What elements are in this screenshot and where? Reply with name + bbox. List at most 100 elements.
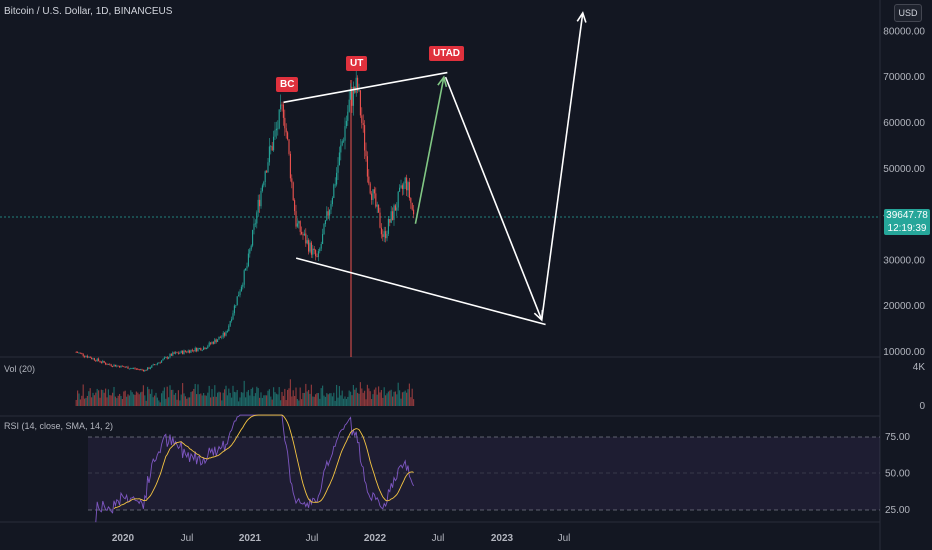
volume-bar	[89, 388, 91, 406]
volume-bar	[113, 386, 115, 406]
volume-bar	[191, 391, 194, 406]
volume-bar	[324, 396, 327, 406]
candle-body	[98, 358, 100, 361]
volume-bar	[331, 396, 334, 406]
volume-bar	[330, 393, 332, 406]
label-ut[interactable]: UT	[346, 56, 368, 71]
candle-body	[270, 146, 272, 148]
volume-bar	[413, 399, 415, 406]
volume-bar	[176, 399, 178, 406]
candle-body	[215, 339, 217, 343]
candle-body	[85, 356, 87, 357]
candle-body	[142, 369, 144, 372]
candle-body	[131, 368, 133, 369]
volume-bars-group	[75, 379, 415, 406]
candle-body	[249, 249, 251, 254]
volume-bar	[371, 399, 373, 406]
volume-bar	[351, 395, 353, 406]
volume-bar	[309, 393, 311, 406]
label-bc[interactable]: BC	[276, 77, 299, 92]
candle-body	[99, 360, 101, 362]
candle-body	[275, 128, 277, 131]
volume-bar	[383, 387, 385, 406]
candle-body	[301, 231, 303, 235]
currency-button[interactable]: USD	[894, 4, 922, 22]
volume-bar	[147, 386, 149, 406]
volume-bar	[271, 399, 273, 406]
volume-bar	[274, 392, 276, 406]
candle-body	[112, 365, 114, 367]
candle-body	[91, 357, 93, 359]
volume-bar	[93, 395, 96, 406]
candle-body	[267, 162, 269, 173]
volume-bar	[144, 395, 146, 406]
label-utad[interactable]: UTAD	[429, 46, 465, 61]
volume-bar	[217, 392, 219, 406]
candle-body	[151, 365, 153, 368]
volume-bar	[316, 393, 318, 406]
candle-body	[408, 182, 410, 199]
candle-body	[175, 352, 177, 354]
price-axis-label: 10000.00	[883, 347, 925, 358]
volume-bar	[253, 396, 255, 406]
candle-body	[156, 363, 158, 365]
volume-bar	[92, 392, 94, 406]
candle-body	[347, 111, 349, 121]
candle-body	[183, 350, 185, 354]
volume-bar	[394, 391, 397, 406]
volume-bar	[282, 395, 285, 406]
candle-body	[130, 368, 132, 369]
volume-bar	[175, 392, 177, 406]
candle-body	[247, 253, 249, 267]
candle-body	[333, 184, 335, 198]
volume-bar	[156, 397, 159, 406]
candle-body	[106, 364, 108, 366]
volume-bar	[187, 397, 189, 406]
candle-body	[386, 233, 388, 239]
volume-bar	[184, 396, 187, 406]
volume-bar	[249, 395, 251, 406]
candle-body	[309, 242, 311, 252]
trendlines-group	[283, 71, 546, 326]
volume-bar	[196, 394, 198, 406]
candle-body	[361, 115, 363, 123]
volume-bar	[128, 395, 131, 406]
candle-body	[324, 220, 326, 225]
candle-body	[211, 342, 213, 344]
candle-body	[254, 223, 256, 225]
volume-bar	[103, 392, 105, 406]
volume-bar	[270, 396, 272, 406]
candle-body	[191, 349, 193, 351]
candle-body	[390, 211, 392, 223]
volume-bar	[277, 394, 279, 406]
candle-body	[113, 364, 115, 367]
volume-bar	[82, 384, 84, 406]
volume-bar	[243, 380, 245, 406]
candle-body	[403, 183, 405, 190]
volume-bar	[366, 384, 369, 406]
volume-bar	[208, 385, 210, 406]
volume-bar	[340, 395, 342, 406]
volume-bar	[100, 389, 103, 406]
candle-body	[225, 331, 227, 336]
volume-bar	[326, 393, 328, 406]
volume-bar	[229, 392, 231, 406]
candle-body	[110, 364, 112, 366]
candle-body	[261, 185, 263, 191]
candle-body	[166, 357, 168, 359]
rsi-axis-label: 25.00	[885, 505, 910, 516]
candle-body	[389, 218, 391, 223]
volume-bar	[204, 395, 206, 406]
volume-bar	[289, 379, 292, 406]
volume-bar	[225, 385, 227, 406]
candle-body	[224, 332, 226, 336]
volume-bar	[323, 395, 325, 406]
volume-bar	[386, 393, 388, 406]
volume-bar	[123, 391, 125, 406]
volume-bar	[151, 389, 153, 406]
candle-body	[308, 240, 310, 252]
time-axis-label: Jul	[181, 533, 194, 544]
candle-body	[312, 248, 314, 255]
